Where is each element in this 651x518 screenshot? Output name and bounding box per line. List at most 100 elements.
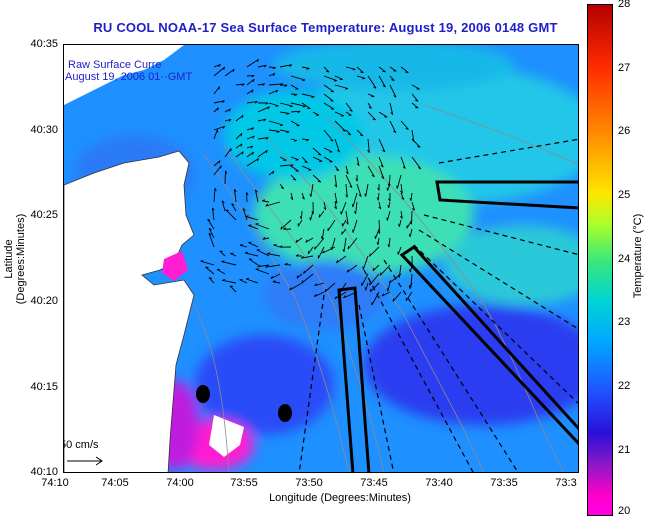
current-vector — [297, 219, 303, 227]
current-vector-head — [205, 266, 209, 269]
current-vector-head — [246, 192, 249, 196]
current-vector — [301, 165, 312, 171]
current-vector-head — [231, 203, 235, 206]
current-vector — [406, 219, 413, 229]
current-vector — [280, 219, 292, 230]
current-vector — [356, 156, 360, 166]
current-vector — [265, 264, 281, 268]
current-vector — [365, 183, 369, 197]
colorbar-tick: 28 — [618, 0, 631, 10]
current-vector-head — [354, 211, 357, 215]
colorbar-tick: 23 — [618, 316, 631, 328]
current-vector — [257, 137, 269, 140]
current-vector — [290, 165, 299, 172]
current-vector — [300, 210, 303, 220]
current-vector — [367, 111, 376, 121]
current-vector-head — [345, 221, 349, 225]
current-vector — [323, 84, 335, 93]
current-vector — [356, 75, 366, 79]
current-vector-head — [292, 178, 297, 181]
current-vector — [327, 219, 336, 232]
current-vector-head — [347, 133, 351, 136]
current-vector-head — [349, 109, 353, 112]
current-vector-head — [368, 253, 371, 257]
current-vector — [336, 255, 347, 264]
current-vector-head — [251, 151, 255, 155]
current-vector-head — [386, 217, 388, 221]
current-vector-head — [295, 254, 299, 257]
current-vector — [248, 242, 259, 248]
current-vector-head — [275, 105, 279, 107]
current-vector-head — [208, 227, 212, 231]
current-vector — [398, 219, 402, 227]
current-vector — [323, 75, 337, 82]
current-vector — [221, 261, 237, 266]
current-vector — [310, 183, 314, 197]
current-vector — [290, 120, 300, 126]
current-vector — [207, 219, 215, 230]
current-vector — [345, 66, 356, 70]
current-vector-head — [257, 264, 261, 268]
current-vector — [213, 66, 225, 77]
current-vector — [248, 224, 259, 230]
current-vector-head — [396, 185, 398, 189]
current-vector — [362, 255, 369, 270]
current-vector-head — [273, 244, 277, 246]
current-vector-head — [222, 278, 226, 281]
current-vector — [257, 118, 266, 122]
current-vector — [268, 66, 276, 69]
current-vector-head — [400, 190, 403, 194]
current-vector-head — [362, 266, 364, 270]
current-vector — [301, 93, 315, 98]
current-vector — [345, 102, 353, 112]
current-vector-head — [355, 178, 358, 182]
current-vector — [268, 89, 278, 95]
current-vector-head — [367, 149, 370, 153]
xtick-label: 73:55 — [230, 477, 258, 489]
current-vector-head — [351, 204, 354, 208]
current-vector-head — [364, 287, 367, 291]
current-vector — [369, 282, 380, 293]
current-vector — [378, 75, 386, 88]
white-gap — [209, 415, 244, 457]
current-vector — [301, 192, 305, 200]
current-vector — [279, 64, 292, 68]
current-vector — [411, 93, 419, 102]
current-vector-head — [343, 295, 346, 299]
current-vector-head — [228, 118, 232, 122]
current-vector — [334, 201, 337, 209]
current-vector — [323, 147, 333, 153]
current-vector — [257, 264, 270, 268]
current-vector — [307, 246, 314, 255]
current-vector — [411, 102, 419, 109]
current-vector-head — [262, 199, 266, 202]
current-vector — [369, 246, 380, 257]
current-vector-head — [317, 180, 321, 183]
current-vector-head — [386, 288, 389, 292]
current-vector — [257, 83, 265, 86]
current-vector-head — [393, 95, 397, 98]
current-vector-head — [334, 206, 337, 210]
current-vector — [377, 237, 380, 245]
current-vector — [230, 253, 237, 257]
current-vector — [268, 72, 276, 77]
current-vector — [225, 209, 237, 221]
current-vector-head — [317, 153, 322, 156]
current-vector — [265, 201, 281, 207]
current-vector-head — [255, 189, 258, 193]
current-vector — [378, 156, 384, 168]
current-vector — [213, 100, 225, 104]
current-vector-head — [280, 187, 284, 190]
current-vector-head — [335, 169, 339, 172]
current-vector-head — [376, 241, 379, 245]
current-vector-head — [392, 298, 395, 302]
current-vector — [246, 101, 258, 104]
current-vector-head — [301, 255, 304, 259]
current-vector — [246, 158, 259, 167]
current-vector — [268, 170, 275, 176]
current-vector — [345, 165, 349, 175]
pink-patch — [162, 251, 188, 281]
current-vector — [257, 149, 268, 158]
current-vector-head — [251, 127, 255, 131]
current-vector — [367, 138, 370, 153]
